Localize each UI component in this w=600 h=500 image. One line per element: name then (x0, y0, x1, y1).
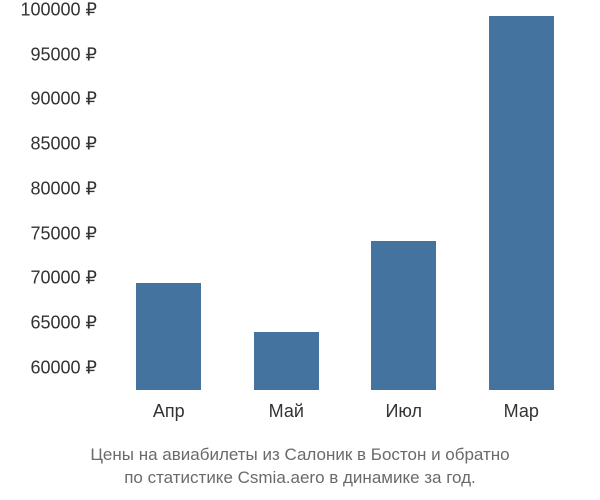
y-tick-label: 95000 ₽ (2, 44, 97, 65)
x-tick-label: Апр (153, 401, 185, 422)
y-axis: 60000 ₽ 65000 ₽ 70000 ₽ 75000 ₽ 80000 ₽ 85000… (0, 10, 105, 390)
plot-area (110, 10, 580, 390)
y-tick-label: 100000 ₽ (2, 0, 97, 21)
y-tick-label: 90000 ₽ (2, 89, 97, 110)
y-tick-label: 80000 ₽ (2, 178, 97, 199)
y-tick-label: 60000 ₽ (2, 357, 97, 378)
y-tick-label: 70000 ₽ (2, 268, 97, 289)
caption-line-1: Цены на авиабилеты из Салоник в Бостон и… (90, 445, 509, 464)
bar (136, 283, 201, 390)
y-tick-label: 75000 ₽ (2, 223, 97, 244)
x-tick-label: Июл (385, 401, 422, 422)
y-tick-label: 65000 ₽ (2, 312, 97, 333)
chart-caption: Цены на авиабилеты из Салоник в Бостон и… (0, 444, 600, 490)
x-tick-label: Май (269, 401, 304, 422)
bar (489, 16, 554, 390)
y-tick-label: 85000 ₽ (2, 134, 97, 155)
price-bar-chart: 60000 ₽ 65000 ₽ 70000 ₽ 75000 ₽ 80000 ₽ 85000… (0, 0, 600, 440)
caption-line-2: по статистике Csmia.aero в динамике за г… (124, 468, 476, 487)
x-axis: Апр Май Июл Мар (110, 395, 580, 425)
bar (371, 241, 436, 390)
x-tick-label: Мар (504, 401, 539, 422)
bar (254, 332, 319, 390)
